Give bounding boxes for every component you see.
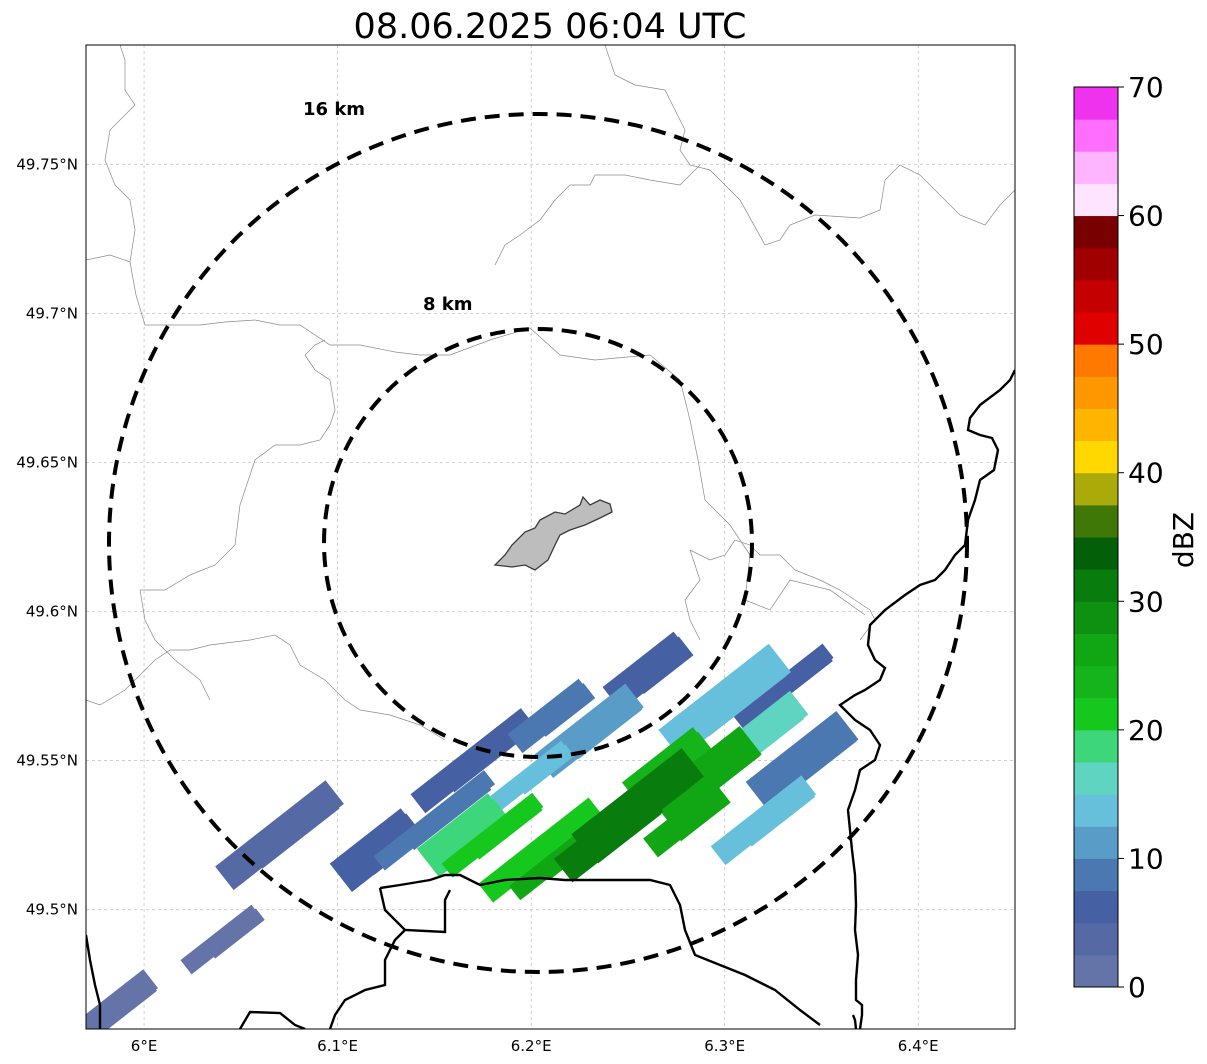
admin-boundary-line [689,539,876,641]
colorbar-bin [1074,601,1118,634]
axis-ticks: 6°E 6.1°E 6.2°E 6.3°E 6.4°E 49.5°N 49.55°N 49.6… [16,155,938,1055]
colorbar-bin [1074,633,1118,667]
colorbar-bin [1074,408,1118,442]
country-borders [86,369,1015,1029]
lon-tick-label: 6.3°E [704,1037,745,1055]
lon-tick-label: 6.4°E [898,1037,939,1055]
colorbar-bin [1074,151,1118,184]
precip-cell [510,806,600,882]
lat-tick-label: 49.6°N [26,603,78,621]
colorbar-bin [1074,344,1118,377]
admin-boundary-line [494,164,701,266]
colorbar-bin [1074,279,1118,313]
lat-tick-label: 49.65°N [16,453,78,471]
colorbar-tick-label: 40 [1128,457,1164,490]
colorbar-tick-label: 50 [1128,328,1164,361]
lat-tick-label: 49.75°N [16,155,78,173]
colorbar-bin [1074,697,1118,731]
colorbar-bin [1074,729,1118,763]
colorbar-bin [1074,119,1118,152]
colorbar-bin [1074,858,1118,892]
precip-cell [678,733,760,806]
city-polygon [493,495,613,571]
lon-tick-label: 6°E [131,1037,158,1055]
country-border-line [328,929,406,1029]
precipitation-layer [86,631,859,1029]
colorbar-tick-label: 20 [1128,714,1164,747]
precip-cell [760,649,833,711]
colorbar-bin [1074,890,1118,924]
map-frame [85,44,1016,1030]
precip-cell [669,787,731,842]
map-title: 08.06.2025 06:04 UTC [354,7,747,47]
colorbar-bin [1074,826,1118,859]
country-border-line [378,887,452,934]
colorbar-tick-label: 10 [1128,842,1164,875]
colorbar-bin [1074,87,1118,120]
lon-tick-label: 6.1°E [317,1037,358,1055]
precip-cell [405,778,492,851]
range-ring-label-8km: 8 km [423,294,473,315]
colorbar-bin [1074,569,1118,602]
precip-cell [470,798,543,860]
colorbar: 0 10 20 30 40 50 60 70 [1074,71,1164,1004]
colorbar-tick-label: 30 [1128,585,1164,618]
lat-tick-label: 49.7°N [26,304,78,322]
colorbar-bin [1074,922,1118,956]
country-border-line [86,934,102,1029]
range-ring-label-16km: 16 km [303,99,365,120]
colorbar-bin [1074,504,1118,538]
precip-cell [604,757,700,841]
colorbar-frame [1073,86,1119,988]
colorbar-bin [1074,472,1118,506]
colorbar-bin [1074,183,1118,217]
precip-cell [443,798,512,860]
colorbar-bin [1074,537,1118,570]
range-ring-16km [107,112,969,974]
range-ring-8km [322,327,754,759]
colorbar-tick-label: 70 [1128,71,1164,104]
range-rings [107,112,969,974]
lat-tick-label: 49.55°N [16,752,78,770]
colorbar-tick-label: 60 [1128,200,1164,233]
colorbar-bin [1074,312,1118,345]
admin-boundary-line [86,634,446,741]
precip-cell [247,789,340,869]
country-border-line [838,369,1015,1029]
precip-cell [564,690,643,760]
admin-boundary-line [104,45,136,263]
colorbar-bin [1074,954,1118,988]
colorbar-bin [1074,665,1118,699]
precip-cell [775,718,857,791]
admin-boundary-line [139,589,211,701]
admin-boundary-line [684,549,701,641]
precip-cell [206,908,265,959]
precip-cell [739,781,816,847]
colorbar-tick-label: 0 [1128,971,1146,1004]
colorbar-label: dBZ [1167,512,1200,568]
country-border-line [238,1010,306,1029]
admin-boundary-line [604,45,1015,246]
colorbar-bin [1074,215,1118,249]
map-gridlines [86,45,1015,1029]
country-border-line [379,873,821,1026]
colorbar-bin [1074,762,1118,795]
colorbar-bin [1074,440,1118,474]
country-border-line [851,1014,858,1029]
precip-cell [629,636,694,695]
colorbar-bin [1074,247,1118,281]
admin-boundaries [86,45,1015,741]
colorbar-bin [1074,794,1118,827]
precip-cell [533,682,596,737]
admin-boundary-line [140,339,336,591]
lon-tick-label: 6.2°E [511,1037,552,1055]
lat-tick-label: 49.5°N [26,901,78,919]
admin-boundary-line [86,254,866,616]
precip-cell [691,653,787,737]
colorbar-bin [1074,376,1118,409]
